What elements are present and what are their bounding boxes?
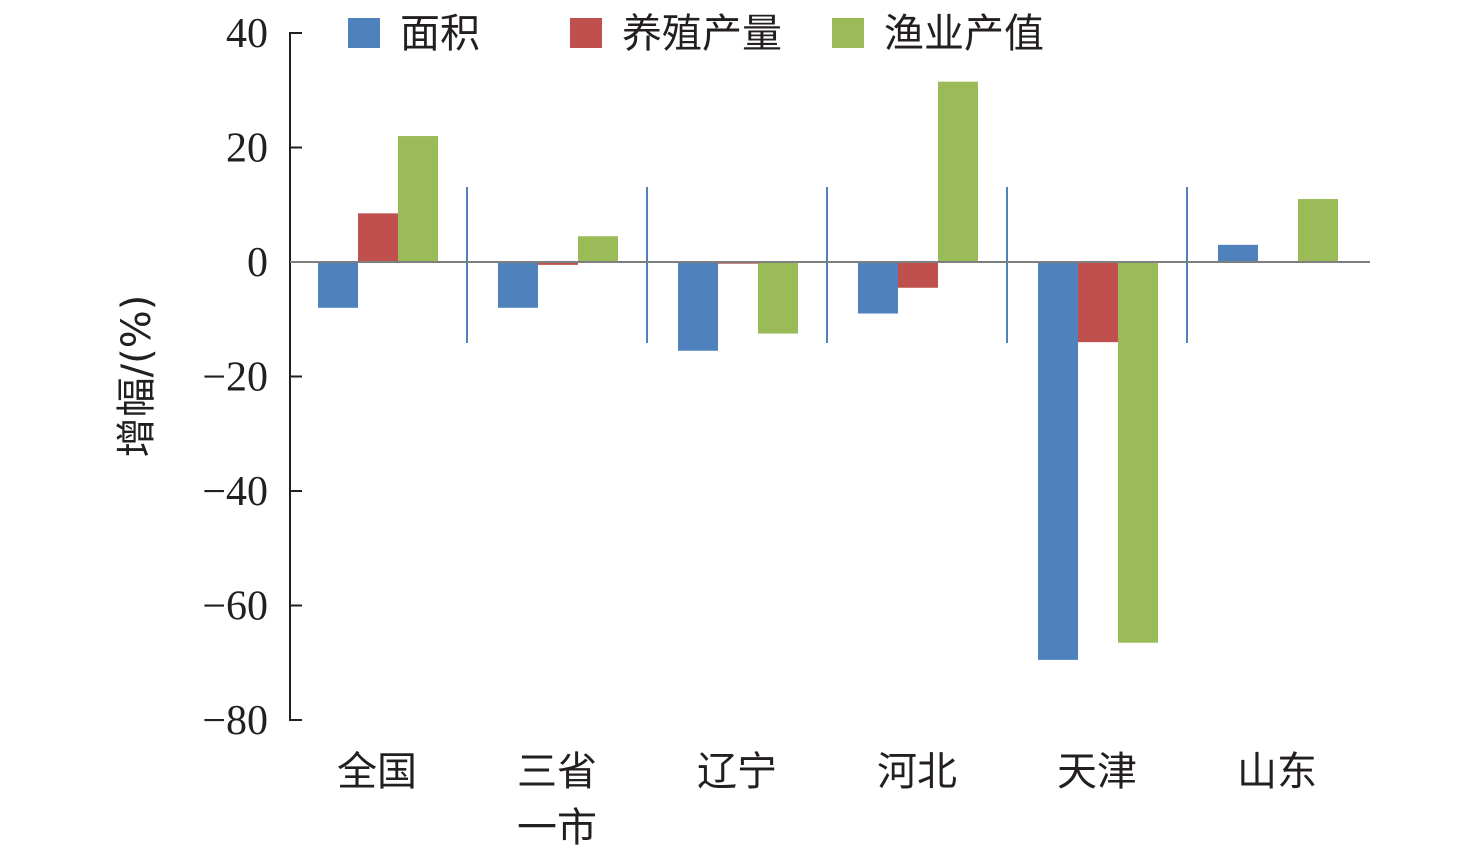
bar [898,262,938,288]
legend-label: 渔业产值 [884,11,1044,57]
y-tick-label: −60 [202,584,268,630]
bar [318,262,358,308]
bar [498,262,538,308]
y-axis: 40 20 0 −20 −40 −60 −80 [202,11,302,744]
legend-swatch [832,18,864,48]
y-tick-label: 0 [247,240,268,286]
y-axis-label: 增幅/(%) [114,295,160,458]
bar [578,236,618,262]
bar [1078,262,1118,343]
bar [538,262,578,265]
bar [678,262,718,351]
category-label: 山东 [1237,749,1317,795]
bar [398,136,438,262]
bar [1038,262,1078,660]
legend-label: 养殖产量 [622,11,782,57]
bar [938,81,978,262]
y-tick-label: −80 [202,698,268,744]
bar [1298,199,1338,262]
bar [358,213,398,262]
legend-swatch [348,18,380,48]
legend-label: 面积 [400,11,480,57]
y-tick-label: 40 [226,11,268,57]
category-label: 一市 [517,805,597,851]
y-tick-label: −20 [202,355,268,401]
legend: 面积 养殖产量 渔业产值 [348,11,1044,57]
category-label: 三省 [517,749,597,795]
y-tick-label: −40 [202,469,268,515]
category-label: 河北 [877,749,957,795]
category-dividers [466,187,1188,343]
bar [1118,262,1158,643]
bars [318,81,1338,660]
legend-swatch [570,18,602,48]
category-label: 辽宁 [697,749,777,795]
bar [858,262,898,314]
category-label: 天津 [1057,749,1137,795]
y-tick-label: 20 [226,126,268,172]
category-label: 全国 [337,749,417,795]
bar [758,262,798,334]
bar [1218,244,1258,262]
